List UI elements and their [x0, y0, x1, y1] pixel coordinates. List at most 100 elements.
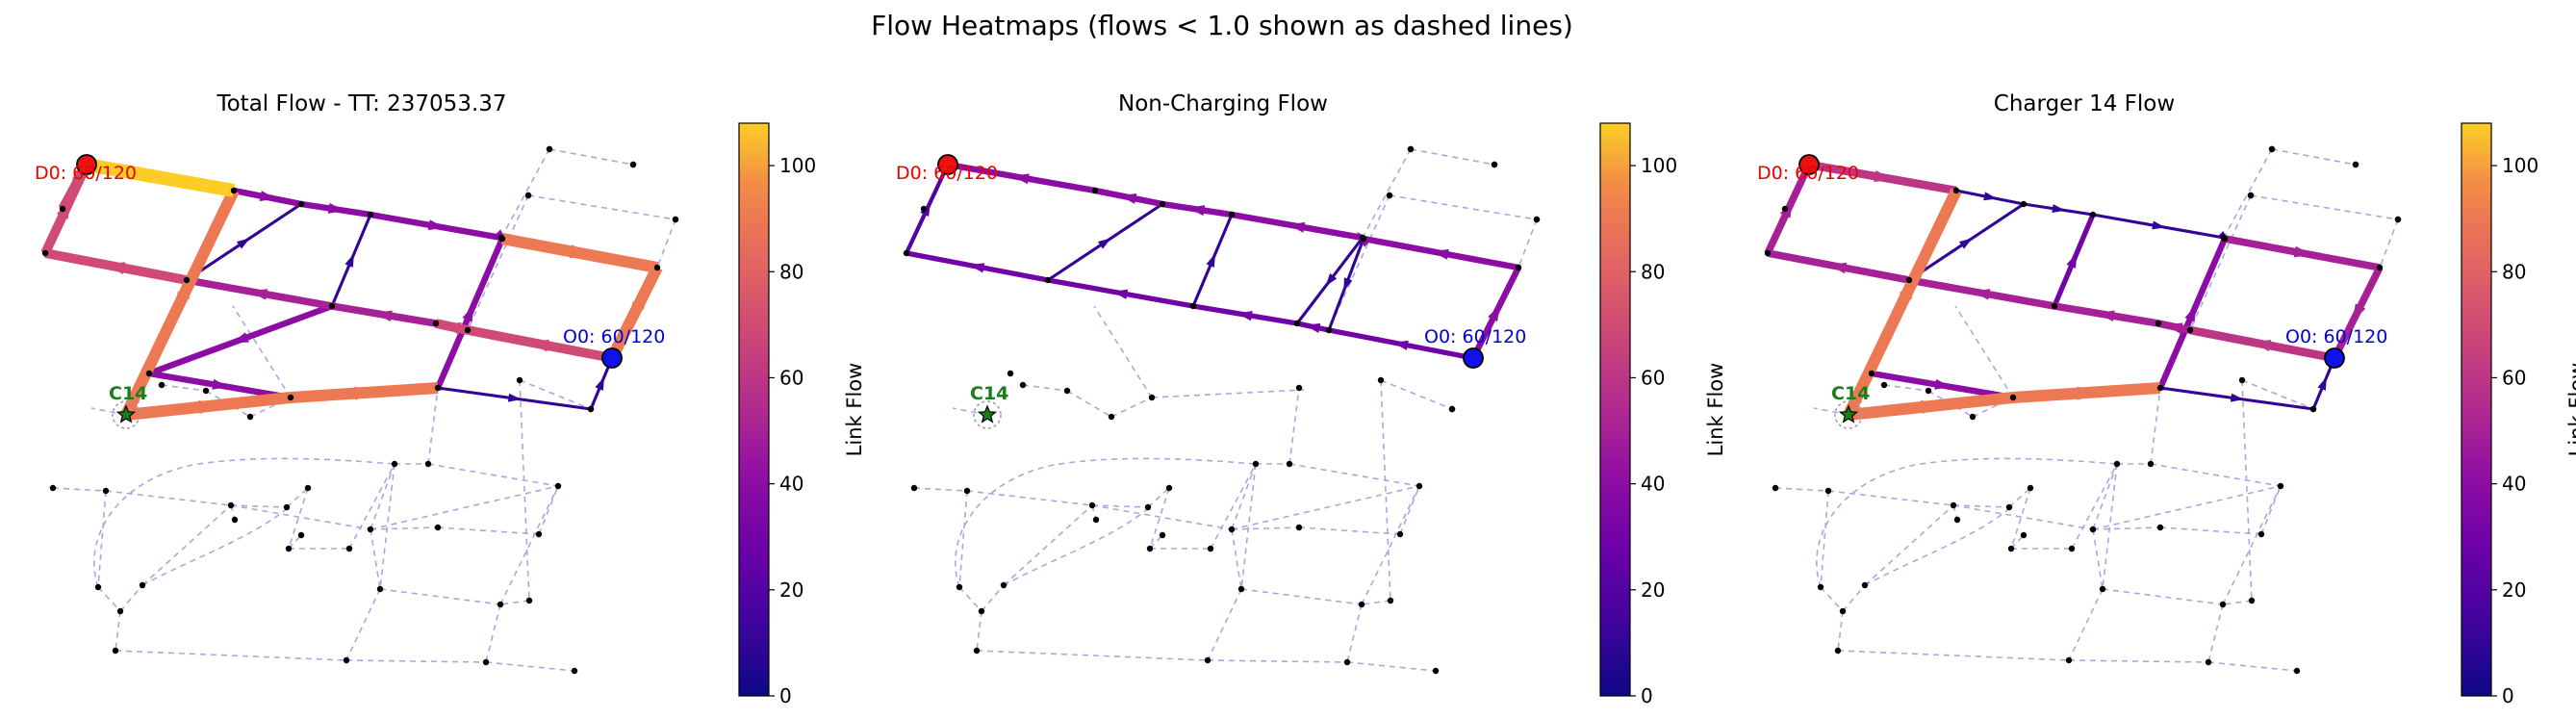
node — [367, 211, 374, 218]
flow-arrow — [1488, 304, 1500, 322]
node — [230, 187, 238, 194]
dashed-link — [485, 603, 501, 663]
node — [554, 482, 562, 490]
node — [497, 601, 504, 608]
panel-3: Charger 14 Flow C14 D0: 60/120 O0: 60/120 0 2… — [1757, 91, 2576, 707]
node — [1824, 487, 1832, 495]
dashed-link — [2068, 659, 2209, 663]
dashed-link — [548, 148, 634, 166]
dashed-link — [1380, 379, 1391, 602]
flow-arrow — [198, 399, 220, 415]
node — [978, 607, 985, 615]
node — [434, 524, 442, 531]
flow-arrow — [629, 301, 646, 323]
node — [1000, 581, 1007, 589]
node — [1416, 482, 1423, 490]
node — [1092, 516, 1100, 524]
dashed-link — [1837, 610, 1844, 652]
dashed-link — [1003, 506, 1151, 586]
node — [1834, 647, 1842, 655]
flow-arrow — [507, 393, 522, 402]
node — [285, 545, 293, 552]
flow-arrow — [1305, 322, 1321, 334]
colorbar-tick-label: 80 — [2502, 260, 2526, 283]
colorbar-tick-label: 0 — [779, 684, 792, 707]
dashed-link — [981, 584, 1005, 612]
flow-arrow — [1921, 399, 1943, 415]
flow-arrow — [1237, 311, 1253, 321]
panels-group: Total Flow - TT: 237053.37 C14 D0: 60/120 O… — [35, 91, 2576, 707]
flow-arrow — [236, 238, 250, 249]
node — [2020, 531, 2028, 539]
node — [49, 484, 57, 492]
colorbar — [2461, 122, 2492, 697]
dashed-link — [2222, 600, 2253, 605]
node — [227, 501, 235, 509]
dashed-link — [2092, 485, 2282, 530]
flow-arrow — [249, 289, 268, 300]
flow-arrow — [2293, 245, 2312, 258]
flow-arrow — [1972, 289, 1991, 300]
origin-node — [1463, 347, 1484, 369]
colorbar-tick-label: 20 — [1641, 578, 1665, 602]
flow-arrow — [1392, 340, 1409, 350]
colorbar-tick-label: 40 — [1641, 473, 1665, 496]
dashed-link — [1842, 584, 1866, 612]
dashed-link — [1093, 305, 1153, 398]
charger-icon — [1838, 404, 1859, 424]
node — [1295, 524, 1303, 531]
dashed-link — [500, 148, 550, 239]
dashed-link — [1110, 397, 1153, 418]
node — [1228, 526, 1236, 533]
node — [345, 545, 353, 552]
colorbar — [738, 122, 770, 697]
dashed-link — [1207, 659, 1348, 663]
node — [158, 381, 166, 389]
node — [2248, 597, 2256, 604]
dashed-link — [2271, 148, 2357, 166]
dashed-link — [2008, 487, 2031, 508]
panel-2: Non-Charging Flow C14 D0: 60/120 O0: 60/120… — [896, 91, 1727, 707]
dashed-link — [2092, 463, 2118, 530]
dashed-link — [2150, 463, 2282, 487]
dashed-link — [2102, 588, 2224, 605]
dashed-link — [519, 379, 530, 602]
dashed-link — [345, 659, 487, 663]
flow-arrow — [2052, 204, 2066, 214]
dashed-link — [467, 194, 529, 331]
origin-label: O0: 60/120 — [563, 326, 665, 347]
dashed-link — [52, 487, 107, 492]
flow-arrow — [441, 321, 462, 335]
node — [1343, 658, 1351, 666]
dashed-link — [1231, 463, 1257, 530]
node — [1817, 583, 1824, 591]
colorbar-tick-label: 60 — [1641, 366, 1665, 389]
dashed-link — [1231, 485, 1420, 530]
destination-label: D0: 60/120 — [896, 163, 998, 184]
node — [297, 200, 305, 208]
dashed-link — [1328, 194, 1390, 331]
dashed-link — [1147, 487, 1170, 508]
colorbar-tick-label: 20 — [2502, 578, 2526, 602]
dashed-link — [345, 588, 381, 661]
panel-title: Total Flow - TT: 237053.37 — [216, 91, 506, 116]
dashed-link — [656, 218, 676, 269]
node — [629, 161, 637, 168]
node — [1781, 205, 1789, 213]
node — [910, 484, 918, 492]
node — [2309, 405, 2317, 413]
node — [1204, 656, 1211, 664]
flow-arrow — [174, 291, 191, 314]
flow-arrow — [427, 219, 446, 231]
dashed-link — [379, 588, 501, 605]
dashed-link — [232, 305, 292, 398]
node — [546, 145, 553, 153]
node — [1293, 320, 1301, 327]
dashed-link — [2222, 485, 2282, 605]
figure-title: Flow Heatmaps (flows < 1.0 shown as dash… — [871, 10, 1573, 41]
flow-arrow — [1206, 253, 1215, 268]
node — [183, 276, 191, 284]
dashed-link — [1022, 384, 1068, 392]
colorbar-tick-label: 100 — [779, 154, 816, 177]
dashed-link — [2092, 528, 2104, 590]
